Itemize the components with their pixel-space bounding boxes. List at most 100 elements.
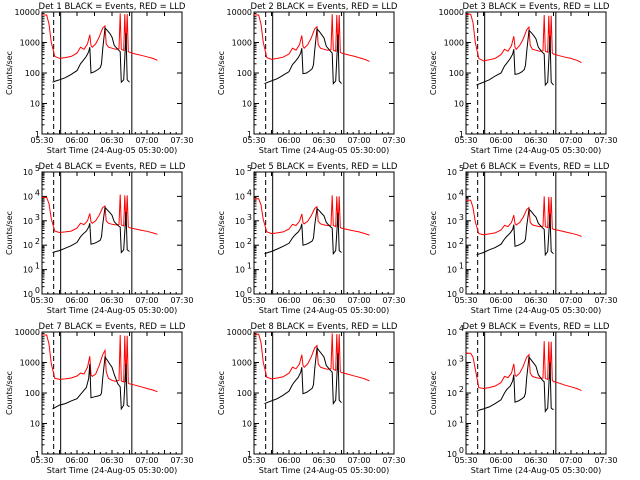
x-tick-label: 06:00 <box>277 136 300 145</box>
series-line-lld <box>42 194 158 235</box>
panel-6: Det 6 BLACK = Events, RED = LLD 05:30 06:0… <box>429 162 618 315</box>
y-tick-label: 1 <box>247 130 252 139</box>
x-tick-label: 07:30 <box>382 296 405 305</box>
y-tick-label: 0 <box>35 286 40 295</box>
panel-9: Det 9 BLACK = Events, RED = LLD 05:30 06:0… <box>429 322 618 475</box>
y-tick-label: 10000 <box>227 8 252 17</box>
series-line-events <box>52 26 130 84</box>
y-tick-label: 3 <box>35 213 40 222</box>
x-tick-label: 06:30 <box>312 136 335 145</box>
y-tick-label: 1 <box>35 130 40 139</box>
x-tick-label: 05:30 <box>454 296 477 305</box>
series-line-events <box>264 207 342 256</box>
series-line-lld <box>42 13 158 61</box>
y-tick-label: 1 <box>35 262 40 271</box>
x-tick-label: 06:00 <box>489 296 512 305</box>
plot-frame <box>41 171 183 295</box>
chart-title: Det 5 BLACK = Events, RED = LLD <box>251 162 398 172</box>
panel-3: Det 3 BLACK = Events, RED = LLD 05:30 06:0… <box>429 2 618 155</box>
x-tick-label: 07:30 <box>594 296 617 305</box>
y-tick-base: 10 <box>447 192 457 201</box>
series-line-events <box>264 346 342 406</box>
plot-frame <box>41 11 183 135</box>
x-tick-label: 05:30 <box>242 456 265 465</box>
plot-frame <box>465 11 607 135</box>
plot-frame <box>41 331 183 455</box>
chart-title: Det 6 BLACK = Events, RED = LLD <box>463 162 610 172</box>
x-tick-label: 07:30 <box>170 296 193 305</box>
y-tick-base: 10 <box>447 389 457 398</box>
y-tick-base: 10 <box>447 241 457 250</box>
y-tick-base: 10 <box>447 328 457 337</box>
x-axis-label: Start Time (24-Aug-05 05:30:00) <box>259 466 390 475</box>
y-tick-label: 10000 <box>15 8 40 17</box>
plot-frame <box>253 11 395 135</box>
x-tick-label: 06:30 <box>524 296 547 305</box>
y-tick-label: 4 <box>35 188 40 197</box>
y-tick-base: 10 <box>23 217 33 226</box>
y-tick-label: 2 <box>247 237 252 246</box>
y-axis-label: Counts/sec <box>429 211 438 255</box>
x-tick-label: 07:00 <box>559 136 582 145</box>
x-tick-label: 06:00 <box>65 456 88 465</box>
x-axis-label: Start Time (24-Aug-05 05:30:00) <box>259 146 390 155</box>
series-line-events <box>476 208 554 257</box>
series-line-lld <box>466 341 582 392</box>
y-tick-label: 5 <box>35 164 40 173</box>
y-tick-base: 10 <box>447 420 457 429</box>
y-tick-label: 3 <box>459 213 464 222</box>
y-tick-base: 10 <box>23 241 33 250</box>
y-tick-base: 10 <box>235 168 245 177</box>
y-tick-label: 1 <box>247 262 252 271</box>
series-line-events <box>52 355 130 411</box>
x-tick-label: 05:30 <box>454 456 477 465</box>
x-tick-label: 06:30 <box>100 456 123 465</box>
chart-title: Det 3 BLACK = Events, RED = LLD <box>463 2 610 12</box>
x-axis-label: Start Time (24-Aug-05 05:30:00) <box>471 306 602 315</box>
panel-7: Det 7 BLACK = Events, RED = LLD 05:30 06:0… <box>5 322 194 475</box>
x-axis-label: Start Time (24-Aug-05 05:30:00) <box>47 146 178 155</box>
y-tick-label: 100 <box>25 389 40 398</box>
x-tick-label: 05:30 <box>242 136 265 145</box>
x-tick-label: 05:30 <box>30 296 53 305</box>
x-axis-label: Start Time (24-Aug-05 05:30:00) <box>471 466 602 475</box>
x-tick-label: 07:30 <box>594 136 617 145</box>
y-tick-base: 10 <box>23 168 33 177</box>
y-tick-base: 10 <box>235 217 245 226</box>
y-tick-label: 5 <box>459 164 464 173</box>
series-line-events <box>264 27 342 85</box>
plot-frame <box>253 331 395 455</box>
x-tick-label: 07:00 <box>135 296 158 305</box>
x-tick-label: 07:00 <box>559 296 582 305</box>
y-tick-label: 1000 <box>232 39 252 48</box>
y-tick-label: 0 <box>247 286 252 295</box>
series-line-lld <box>42 334 158 393</box>
y-tick-label: 2 <box>459 385 464 394</box>
series-line-events <box>476 355 554 413</box>
panel-5: Det 5 BLACK = Events, RED = LLD 05:30 06:0… <box>217 162 406 315</box>
y-tick-label: 5 <box>247 164 252 173</box>
y-tick-label: 100 <box>25 69 40 78</box>
panel-8: Det 8 BLACK = Events, RED = LLD 05:30 06:0… <box>217 322 406 475</box>
y-tick-label: 10 <box>30 420 40 429</box>
y-tick-base: 10 <box>235 266 245 275</box>
y-tick-label: 1 <box>247 450 252 459</box>
x-tick-label: 05:30 <box>30 456 53 465</box>
x-tick-label: 07:30 <box>594 456 617 465</box>
y-tick-label: 10000 <box>15 328 40 337</box>
panel-2: Det 2 BLACK = Events, RED = LLD 05:30 06:0… <box>217 2 406 155</box>
y-tick-label: 2 <box>459 237 464 246</box>
series-line-lld <box>466 13 582 64</box>
y-tick-label: 10 <box>454 100 464 109</box>
chart-title: Det 8 BLACK = Events, RED = LLD <box>251 322 398 332</box>
y-tick-base: 10 <box>447 359 457 368</box>
x-tick-label: 05:30 <box>242 296 265 305</box>
chart-title: Det 1 BLACK = Events, RED = LLD <box>39 2 186 12</box>
y-tick-label: 4 <box>459 188 464 197</box>
y-tick-label: 10 <box>242 420 252 429</box>
y-tick-base: 10 <box>235 241 245 250</box>
x-tick-label: 06:00 <box>65 296 88 305</box>
x-axis-label: Start Time (24-Aug-05 05:30:00) <box>259 306 390 315</box>
y-tick-label: 100 <box>237 389 252 398</box>
x-tick-label: 07:00 <box>347 296 370 305</box>
